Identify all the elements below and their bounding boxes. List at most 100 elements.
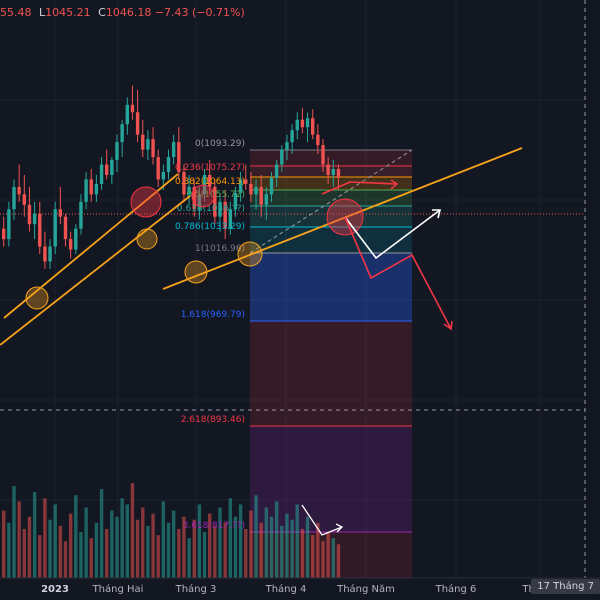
candle-body xyxy=(182,171,186,195)
fib-band-1-1618 xyxy=(250,253,412,321)
candle-body xyxy=(115,142,119,161)
fib-band-0618-0786 xyxy=(250,206,412,227)
candle-body xyxy=(197,194,202,210)
volume-bar xyxy=(182,516,186,578)
volume-bar xyxy=(130,483,135,578)
volume-bar xyxy=(218,507,222,578)
fib-label-05: 0.5(1055.72) xyxy=(186,190,245,200)
volume-bar xyxy=(311,535,315,578)
fib-label-0786: 0.786(1033.29) xyxy=(175,222,245,232)
candle-body xyxy=(326,164,330,175)
candle-body xyxy=(99,164,104,184)
fib-label-0618: 0.618(1046.??) xyxy=(177,204,245,214)
candle-body xyxy=(151,139,155,158)
touch-circle xyxy=(136,228,158,250)
candle-body xyxy=(254,186,258,195)
volume-bar xyxy=(151,513,155,578)
x-tick-label: Tháng 6 xyxy=(435,583,477,595)
volume-bar xyxy=(58,525,63,578)
candle-body xyxy=(238,179,243,193)
volume-bar xyxy=(171,510,176,578)
volume-bar xyxy=(202,532,207,578)
fib-label-1618: 1.618(969.79) xyxy=(181,310,245,320)
fib-band-0382-05 xyxy=(250,177,412,190)
fib-labels: 0(1093.29) 0.236(1075.27) 0.382(1064.13)… xyxy=(175,139,245,531)
candle-body xyxy=(233,192,238,210)
candle-body xyxy=(58,209,63,217)
volume-bar xyxy=(280,525,284,578)
candle-body xyxy=(244,179,248,184)
candle-body xyxy=(290,130,294,143)
volume-bar xyxy=(269,516,274,578)
x-tick-label: Tháng Hai xyxy=(92,583,144,595)
candle-body xyxy=(316,134,320,146)
volume-bar xyxy=(274,501,279,578)
fib-band-below-3618 xyxy=(250,532,412,578)
candle-body xyxy=(84,179,88,202)
projection-arrow-red xyxy=(344,216,452,330)
volume-bar xyxy=(84,507,88,578)
fib-label-1: 1(1016.96) xyxy=(195,244,245,254)
volume-bar xyxy=(17,501,21,578)
volume-bar xyxy=(223,522,227,578)
volume-bar xyxy=(197,504,202,578)
volume-bar xyxy=(7,522,11,578)
fib-band-0-0236 xyxy=(250,150,412,166)
ohlc-legend: 55.48 L1045.21 C1046.18 −7.43 (−0.71%) xyxy=(0,6,245,19)
fib-label-0382: 0.382(1064.13) xyxy=(175,177,245,187)
fibonacci-retracement[interactable] xyxy=(249,149,413,578)
candle-body xyxy=(27,204,32,225)
candle-body xyxy=(305,118,310,128)
candle-body xyxy=(68,239,73,250)
volume-bar xyxy=(156,535,160,578)
candle-body xyxy=(125,104,129,125)
candle-body xyxy=(218,201,222,217)
candle-body xyxy=(259,186,263,205)
trendline-steep[interactable] xyxy=(3,173,179,319)
trendline-main[interactable] xyxy=(162,147,523,290)
fib-band-1618-2618 xyxy=(250,321,412,426)
arrow-head xyxy=(335,523,344,533)
volume-bar xyxy=(146,525,150,578)
candle-body xyxy=(228,209,232,229)
volume-bar xyxy=(233,516,238,578)
candle-body xyxy=(192,186,196,210)
volume-bar xyxy=(99,489,104,578)
low-label: L xyxy=(39,6,46,19)
volume-bar xyxy=(264,507,269,578)
candle-body xyxy=(187,186,191,195)
volume-bar xyxy=(120,498,124,578)
volume-bar xyxy=(74,495,78,578)
volume-bar xyxy=(244,528,248,578)
candle-body xyxy=(177,142,181,172)
volume-bar xyxy=(259,522,263,578)
candle-body xyxy=(213,186,217,217)
projection-arrow-white xyxy=(344,209,441,260)
candle-body xyxy=(89,179,93,195)
volume-bar xyxy=(295,504,299,578)
candle-body xyxy=(110,160,114,175)
candle-body xyxy=(7,209,11,240)
fib-label-3618: 3.618(817.??) xyxy=(183,521,245,531)
touch-circle xyxy=(184,260,208,284)
candle-body xyxy=(2,228,6,240)
grid-lines xyxy=(0,0,585,578)
trendline-secondary[interactable] xyxy=(0,195,191,346)
candle-body xyxy=(300,119,305,128)
resistance-circle xyxy=(191,184,215,208)
volume-bar xyxy=(38,535,42,578)
volume-bar xyxy=(63,541,68,578)
volume-bar xyxy=(166,522,171,578)
candle-body xyxy=(161,171,166,180)
candle-body xyxy=(135,112,140,135)
arrow-head xyxy=(390,179,399,190)
candle-body xyxy=(141,134,145,150)
candle-body xyxy=(12,186,16,210)
candle-body xyxy=(63,216,68,240)
candle-body xyxy=(74,228,78,250)
trendlines[interactable] xyxy=(0,147,523,346)
candle-body xyxy=(264,194,269,205)
volume-arrow-white xyxy=(301,504,343,536)
low-value: 1045.21 xyxy=(45,6,91,19)
